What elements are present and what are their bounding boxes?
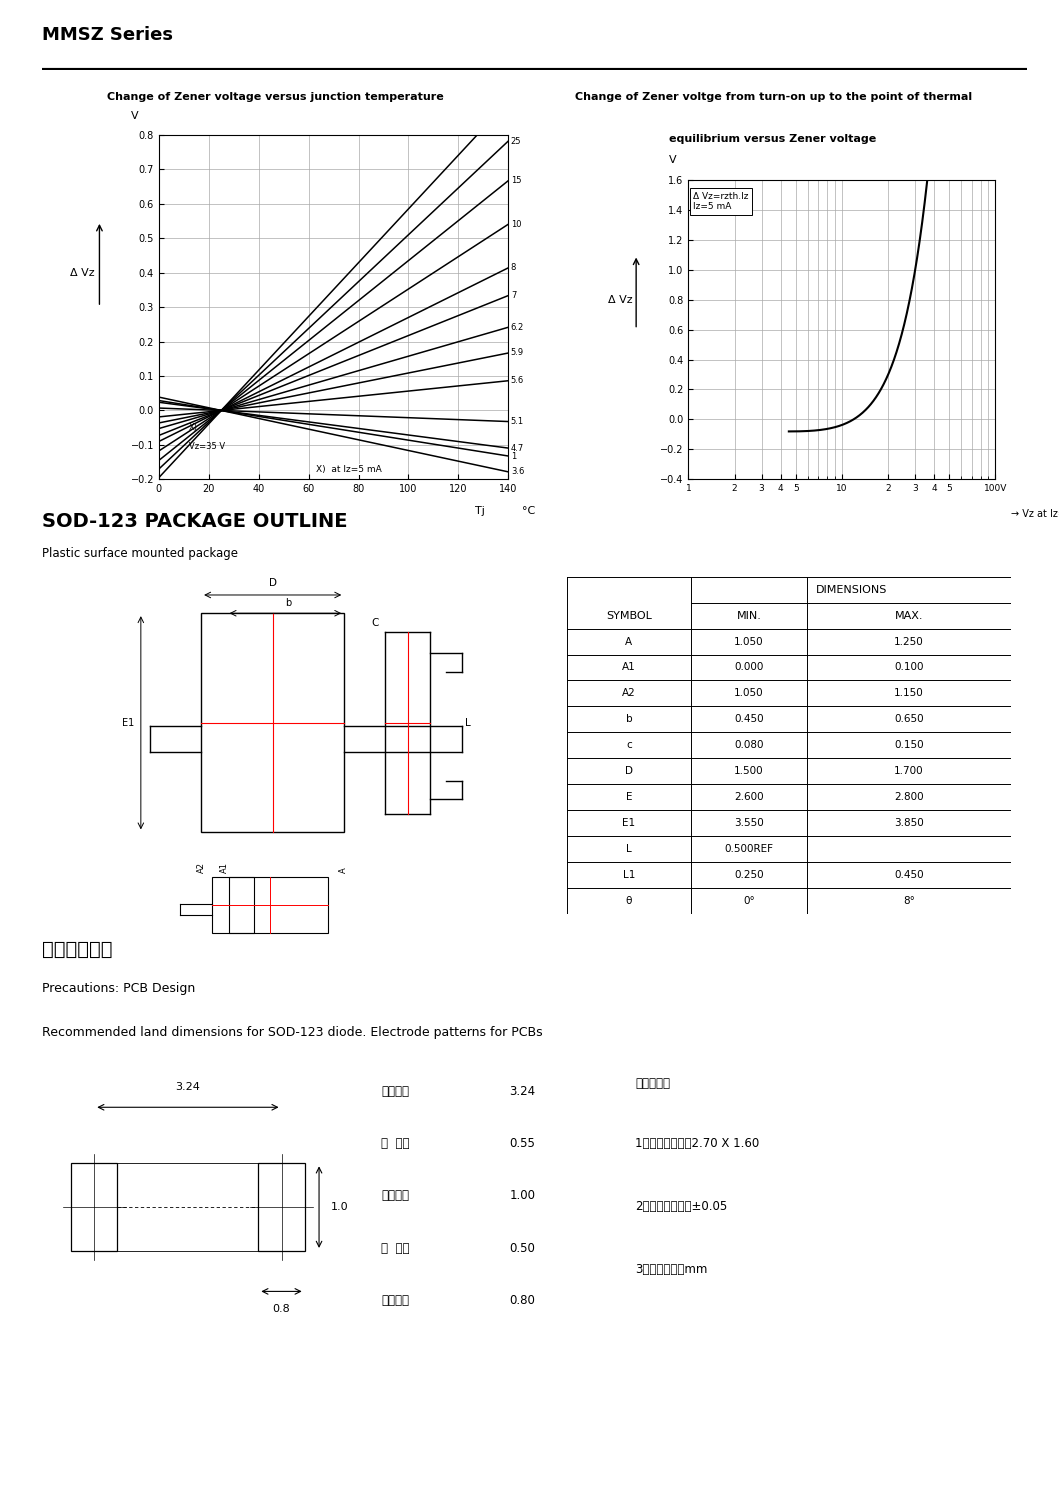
Text: A1: A1 xyxy=(622,662,635,673)
Text: V: V xyxy=(131,111,139,121)
Text: 1.0: 1.0 xyxy=(330,1201,348,1212)
Text: 0.8: 0.8 xyxy=(272,1303,290,1314)
Text: 1.250: 1.250 xyxy=(894,637,923,647)
Text: 10: 10 xyxy=(510,220,521,229)
Bar xyxy=(229,878,254,933)
Text: Change of Zener voltge from turn-on up to the point of thermal: Change of Zener voltge from turn-on up t… xyxy=(574,93,972,102)
Text: 15: 15 xyxy=(510,177,521,186)
Text: 0.150: 0.150 xyxy=(894,740,923,750)
Text: Recommended land dimensions for SOD-123 diode. Electrode patterns for PCBs: Recommended land dimensions for SOD-123 … xyxy=(42,1026,543,1040)
Text: A1: A1 xyxy=(220,861,229,872)
Text: 1.500: 1.500 xyxy=(734,765,764,776)
Text: 3.24: 3.24 xyxy=(176,1082,200,1092)
Text: SYMBOL: SYMBOL xyxy=(606,611,651,620)
Bar xyxy=(212,878,328,933)
Text: MAX.: MAX. xyxy=(895,611,923,620)
Text: Plastic surface mounted package: Plastic surface mounted package xyxy=(42,547,238,560)
Text: Δ Vz: Δ Vz xyxy=(70,268,94,277)
Bar xyxy=(71,1164,118,1251)
Text: 2.800: 2.800 xyxy=(894,792,923,801)
Text: °C: °C xyxy=(522,506,536,515)
Text: 5.9: 5.9 xyxy=(510,349,524,358)
Text: 1.00: 1.00 xyxy=(509,1189,536,1203)
Text: SOD-123 PACKAGE OUTLINE: SOD-123 PACKAGE OUTLINE xyxy=(42,512,347,532)
Text: Precautions: PCB Design: Precautions: PCB Design xyxy=(42,981,196,995)
Text: 1.050: 1.050 xyxy=(734,689,764,698)
Text: θ: θ xyxy=(626,896,632,906)
Text: 0.55: 0.55 xyxy=(509,1137,535,1150)
Text: b: b xyxy=(626,715,632,725)
Text: DIMENSIONS: DIMENSIONS xyxy=(815,584,886,595)
Text: 3，所有单位：mm: 3，所有单位：mm xyxy=(635,1263,707,1276)
Text: 0.450: 0.450 xyxy=(894,870,923,879)
Text: L: L xyxy=(465,718,470,728)
Text: D: D xyxy=(625,765,633,776)
Text: Tj: Tj xyxy=(475,506,485,515)
Text: 0.450: 0.450 xyxy=(734,715,764,725)
Bar xyxy=(201,613,344,833)
Text: L1: L1 xyxy=(623,870,635,879)
Text: 4.7: 4.7 xyxy=(510,443,524,452)
Text: 2.600: 2.600 xyxy=(734,792,764,801)
Text: 0.000: 0.000 xyxy=(734,662,764,673)
Text: 技术要求：: 技术要求： xyxy=(635,1077,670,1089)
Text: 3.550: 3.550 xyxy=(734,818,764,828)
Text: C: C xyxy=(372,617,379,628)
Text: Δ Vz: Δ Vz xyxy=(609,295,633,304)
Text: 0.50: 0.50 xyxy=(509,1242,535,1255)
Text: 8°: 8° xyxy=(903,896,915,906)
Text: 焊盘长：: 焊盘长： xyxy=(381,1294,409,1308)
Text: Δ Vz=rzth.Iz
Iz=5 mA: Δ Vz=rzth.Iz Iz=5 mA xyxy=(694,192,749,211)
Text: D: D xyxy=(269,578,276,587)
Text: 1: 1 xyxy=(510,451,516,460)
Text: Vz=35 V: Vz=35 V xyxy=(189,442,225,451)
Text: 0.650: 0.650 xyxy=(894,715,923,725)
Text: A: A xyxy=(339,867,347,872)
Text: 0.80: 0.80 xyxy=(509,1294,535,1308)
Text: MIN.: MIN. xyxy=(736,611,761,620)
Text: E: E xyxy=(626,792,632,801)
Text: Change of Zener voltage versus junction temperature: Change of Zener voltage versus junction … xyxy=(107,93,444,102)
Text: 1.700: 1.700 xyxy=(894,765,923,776)
Text: A2: A2 xyxy=(622,689,635,698)
Text: 6.2: 6.2 xyxy=(510,322,524,331)
Text: A2: A2 xyxy=(197,861,205,872)
Text: 脚  长：: 脚 长： xyxy=(381,1242,410,1255)
Text: 脚  宽：: 脚 宽： xyxy=(381,1137,410,1150)
Text: 焊盘宽：: 焊盘宽： xyxy=(381,1189,409,1203)
Text: V: V xyxy=(668,154,676,165)
Text: 25: 25 xyxy=(510,136,521,145)
Text: MMSZ Series: MMSZ Series xyxy=(42,25,174,43)
Text: 1.050: 1.050 xyxy=(734,637,764,647)
Text: X)  at Iz=5 mA: X) at Iz=5 mA xyxy=(316,466,382,475)
Text: 8: 8 xyxy=(510,264,516,273)
Text: 3.24: 3.24 xyxy=(509,1085,536,1098)
Text: 0.250: 0.250 xyxy=(734,870,764,879)
Bar xyxy=(258,1164,305,1251)
Text: 7: 7 xyxy=(510,291,516,300)
Text: 焊盘设计参考: 焊盘设计参考 xyxy=(42,941,113,959)
Text: 0.080: 0.080 xyxy=(734,740,764,750)
Text: 1.150: 1.150 xyxy=(894,689,923,698)
Text: 0°: 0° xyxy=(743,896,755,906)
Text: E1: E1 xyxy=(122,718,134,728)
Text: 0.100: 0.100 xyxy=(894,662,923,673)
Text: → Vz at Iz=5 mA: → Vz at Iz=5 mA xyxy=(1010,509,1059,520)
Text: X): X) xyxy=(189,422,198,431)
Text: b: b xyxy=(286,598,291,608)
Text: 2：未注公差为：±0.05: 2：未注公差为：±0.05 xyxy=(635,1200,728,1213)
Text: 3.6: 3.6 xyxy=(510,467,524,476)
Text: A: A xyxy=(625,637,632,647)
Text: equilibrium versus Zener voltage: equilibrium versus Zener voltage xyxy=(669,135,877,144)
Text: 0.500REF: 0.500REF xyxy=(724,843,773,854)
Text: L: L xyxy=(626,843,632,854)
Text: E1: E1 xyxy=(623,818,635,828)
Text: 3.850: 3.850 xyxy=(894,818,923,828)
Text: 5.6: 5.6 xyxy=(510,376,524,385)
Text: 5.1: 5.1 xyxy=(510,416,524,425)
Text: 中心距：: 中心距： xyxy=(381,1085,409,1098)
Text: c: c xyxy=(626,740,632,750)
Text: 1，塑封体尺寸：2.70 X 1.60: 1，塑封体尺寸：2.70 X 1.60 xyxy=(635,1137,759,1150)
